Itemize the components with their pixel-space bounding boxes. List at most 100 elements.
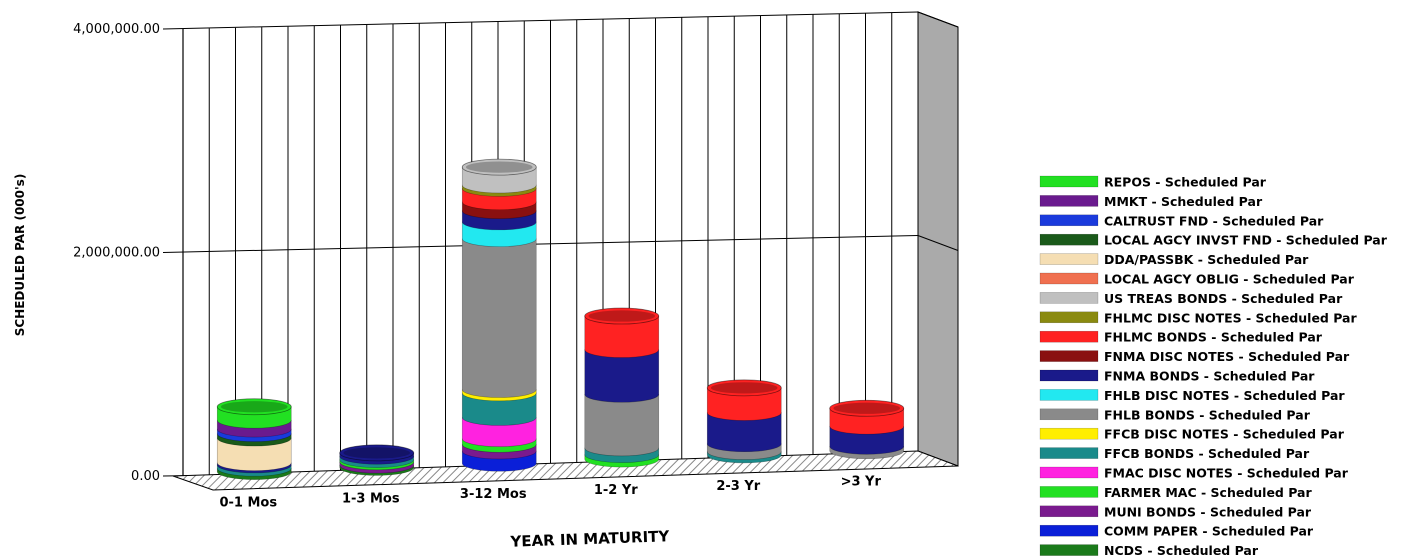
legend-item: FHLMC BONDS - Scheduled Par (1039, 330, 1323, 345)
grid-line-side (917, 235, 959, 251)
grid-line-horizontal (162, 11, 919, 30)
bar-segment (584, 393, 660, 457)
bar-segment-body (584, 349, 660, 403)
legend-item: COMM PAPER - Scheduled Par (1039, 524, 1314, 539)
bar-top-shade (833, 402, 901, 414)
legend-label: MUNI BONDS - Scheduled Par (1104, 504, 1312, 519)
legend-item: FFCB BONDS - Scheduled Par (1039, 446, 1310, 461)
legend-label: FMAC DISC NOTES - Scheduled Par (1104, 466, 1349, 481)
x-tick-label: 1-2 Yr (594, 483, 638, 498)
legend-swatch (1039, 330, 1099, 343)
y-tick-label: 2,000,000.00 (73, 246, 160, 261)
legend-item: LOCAL AGCY OBLIG - Scheduled Par (1039, 272, 1355, 287)
legend-swatch (1039, 233, 1099, 246)
legend-item: REPOS - Scheduled Par (1039, 175, 1267, 190)
bar-segment-body (584, 393, 660, 457)
legend-swatch (1039, 272, 1099, 285)
x-tick-label: 0-1 Mos (219, 496, 277, 511)
legend-item: US TREAS BONDS - Scheduled Par (1039, 291, 1343, 306)
legend-item: LOCAL AGCY INVST FND - Scheduled Par (1039, 233, 1388, 248)
legend-item: FNMA DISC NOTES - Scheduled Par (1039, 349, 1350, 364)
legend-label: FARMER MAC - Scheduled Par (1104, 485, 1312, 500)
legend-item: MUNI BONDS - Scheduled Par (1039, 504, 1312, 519)
y-tick-label: 0.00 (131, 469, 160, 484)
grid-line-side (917, 11, 959, 28)
legend-swatch (1039, 447, 1099, 459)
bar-top-shade (220, 401, 288, 413)
legend-item: FHLB BONDS - Scheduled Par (1039, 407, 1311, 422)
bar-segment-body (461, 392, 537, 426)
legend-swatch (1039, 505, 1099, 518)
legend-item: FFCB DISC NOTES - Scheduled Par (1039, 427, 1345, 442)
legend-label: NCDS - Scheduled Par (1104, 543, 1259, 556)
x-axis-title: YEAR IN MATURITY (509, 527, 671, 551)
legend-label: FFCB DISC NOTES - Scheduled Par (1104, 427, 1345, 442)
bar-top-shade (465, 161, 533, 173)
legend-label: FHLB DISC NOTES - Scheduled Par (1104, 388, 1345, 403)
legend-swatch (1039, 427, 1099, 440)
bar-top (339, 444, 415, 462)
bar-segment-body (216, 437, 292, 471)
x-tick-label: >3 Yr (841, 475, 882, 490)
legend-swatch (1039, 195, 1099, 207)
legend-item: FHLB DISC NOTES - Scheduled Par (1039, 388, 1345, 403)
bar-segment (584, 349, 660, 403)
bar-segment (706, 387, 782, 421)
legend-label: REPOS - Scheduled Par (1104, 175, 1267, 190)
legend-swatch (1039, 175, 1099, 188)
x-tick-label: 1-3 Mos (342, 491, 400, 506)
bar-top (706, 379, 782, 397)
bar-top (829, 399, 905, 417)
legend-label: DDA/PASSBK - Scheduled Par (1104, 252, 1309, 267)
bar-segment-body (461, 238, 537, 398)
x-tick-label: 3-12 Mos (460, 487, 527, 502)
legend-label: FHLMC BONDS - Scheduled Par (1104, 330, 1323, 345)
legend-label: US TREAS BONDS - Scheduled Par (1104, 291, 1343, 306)
legend-item: FARMER MAC - Scheduled Par (1039, 485, 1312, 500)
legend-label: FHLMC DISC NOTES - Scheduled Par (1104, 310, 1357, 325)
bar-segment-body (706, 387, 782, 421)
legend-swatch (1039, 408, 1099, 421)
legend-label: MMKT - Scheduled Par (1104, 194, 1263, 209)
legend-label: COMM PAPER - Scheduled Par (1104, 524, 1314, 539)
legend-item: DDA/PASSBK - Scheduled Par (1039, 252, 1309, 267)
legend-label: LOCAL AGCY INVST FND - Scheduled Par (1104, 233, 1388, 248)
bar-segment (216, 437, 292, 471)
grid-line-horizontal (162, 235, 919, 253)
bar-top-shade (343, 447, 411, 459)
bar-segment (461, 238, 537, 398)
legend-swatch (1039, 524, 1099, 537)
legend-label: FNMA DISC NOTES - Scheduled Par (1104, 349, 1350, 364)
x-tick-label: 2-3 Yr (716, 479, 760, 494)
bar-segment (461, 392, 537, 426)
legend-label: LOCAL AGCY OBLIG - Scheduled Par (1104, 272, 1355, 287)
legend-label: FHLB BONDS - Scheduled Par (1104, 407, 1311, 422)
bar-top (461, 158, 537, 176)
legend-swatch (1039, 292, 1099, 304)
legend-swatch (1039, 214, 1099, 227)
legend-swatch (1039, 389, 1099, 401)
legend: REPOS - Scheduled Par MMKT - Scheduled Pa… (1039, 175, 1388, 556)
legend-item: MMKT - Scheduled Par (1039, 194, 1263, 209)
legend-item: NCDS - Scheduled Par (1039, 543, 1259, 556)
bars (216, 158, 905, 480)
legend-item: FNMA BONDS - Scheduled Par (1039, 369, 1315, 384)
legend-label: FFCB BONDS - Scheduled Par (1104, 446, 1310, 461)
bar-segment-body (706, 412, 782, 453)
bar-segment (829, 425, 905, 455)
bar-top-shade (710, 382, 778, 394)
legend-swatch (1039, 544, 1099, 556)
bar-segment-body (584, 315, 660, 358)
y-tick-label: 4,000,000.00 (73, 22, 160, 37)
bar-top-shade (588, 310, 656, 322)
legend-swatch (1039, 486, 1099, 498)
legend-swatch (1039, 350, 1099, 362)
bar-segment-body (461, 417, 537, 447)
y-axis-title: SCHEDULED PAR (000's) (13, 174, 27, 337)
bar-top (584, 307, 660, 325)
legend-swatch (1039, 311, 1099, 324)
legend-swatch (1039, 253, 1099, 265)
legend-swatch (1039, 466, 1099, 479)
legend-item: CALTRUST FND - Scheduled Par (1039, 213, 1324, 228)
